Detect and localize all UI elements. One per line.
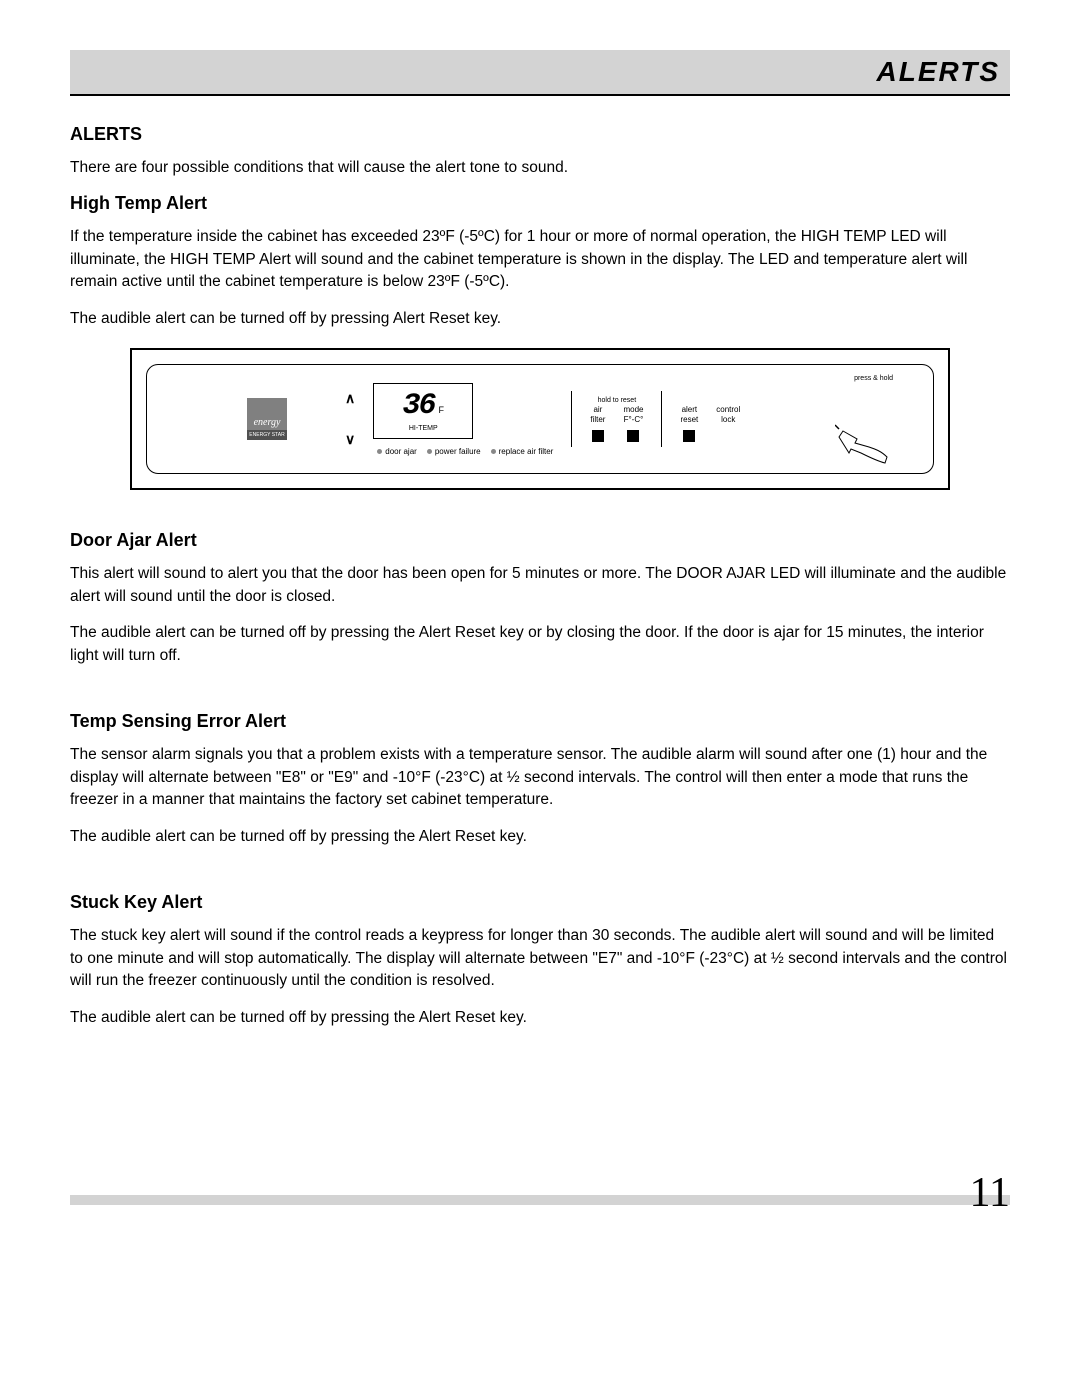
power-failure-indicator: power failure — [427, 447, 481, 456]
hold-to-reset-label: hold to reset — [598, 397, 637, 404]
energy-star-script: energy — [254, 417, 281, 428]
display-label: HI-TEMP — [409, 425, 438, 432]
high-temp-p2: The audible alert can be turned off by p… — [70, 308, 1010, 330]
footer-bar — [70, 1195, 1010, 1205]
air-filter-button[interactable]: air filter — [590, 406, 605, 443]
right-button-group: x alert reset press & hold control lock — [680, 397, 740, 443]
header-title: ALERTS — [877, 56, 1001, 88]
hand-icon — [835, 417, 895, 467]
control-panel-diagram: energy ENERGY STAR ∧ ∨ 36 F HI-TEMP door… — [130, 348, 950, 490]
arrow-down-icon[interactable]: ∨ — [345, 431, 355, 448]
energy-star-footer: ENERGY STAR — [247, 430, 287, 440]
display-column: 36 F HI-TEMP door ajar power failure rep… — [373, 383, 553, 456]
stuck-key-p1: The stuck key alert will sound if the co… — [70, 925, 1010, 992]
display-unit: F — [439, 405, 445, 415]
square-button-icon — [627, 430, 639, 442]
mode-button[interactable]: mode F°-C° — [623, 406, 643, 443]
door-ajar-indicator: door ajar — [377, 447, 417, 456]
square-button-icon — [683, 430, 695, 442]
separator — [571, 391, 572, 447]
page-number: 11 — [970, 1169, 1010, 1217]
arrow-up-icon[interactable]: ∧ — [345, 390, 355, 407]
intro-heading: ALERTS — [70, 124, 1010, 145]
intro-text: There are four possible conditions that … — [70, 157, 1010, 179]
temp-sense-p2: The audible alert can be turned off by p… — [70, 826, 1010, 848]
display-value: 36 — [402, 389, 434, 423]
square-button-icon — [592, 430, 604, 442]
alert-reset-button[interactable]: alert reset — [680, 406, 698, 443]
header-bar: ALERTS — [70, 50, 1010, 96]
temp-sense-p1: The sensor alarm signals you that a prob… — [70, 744, 1010, 811]
page-container: ALERTS ALERTS There are four possible co… — [0, 0, 1080, 1083]
stuck-key-p2: The audible alert can be turned off by p… — [70, 1007, 1010, 1029]
left-button-group: hold to reset air filter mode F°-C° — [590, 397, 643, 443]
stuck-key-heading: Stuck Key Alert — [70, 892, 1010, 913]
temperature-display: 36 F HI-TEMP — [373, 383, 473, 439]
door-ajar-p1: This alert will sound to alert you that … — [70, 563, 1010, 608]
energy-star-badge: energy ENERGY STAR — [247, 398, 287, 440]
door-ajar-heading: Door Ajar Alert — [70, 530, 1010, 551]
temp-arrows: ∧ ∨ — [345, 390, 355, 448]
indicator-row: door ajar power failure replace air filt… — [377, 447, 553, 456]
control-lock-button[interactable]: press & hold control lock — [716, 406, 740, 443]
temp-sense-heading: Temp Sensing Error Alert — [70, 711, 1010, 732]
separator — [661, 391, 662, 447]
control-panel-inner: energy ENERGY STAR ∧ ∨ 36 F HI-TEMP door… — [146, 364, 934, 474]
press-hold-label: press & hold — [854, 375, 893, 382]
high-temp-p1: If the temperature inside the cabinet ha… — [70, 226, 1010, 293]
door-ajar-p2: The audible alert can be turned off by p… — [70, 622, 1010, 667]
replace-filter-indicator: replace air filter — [491, 447, 554, 456]
high-temp-heading: High Temp Alert — [70, 193, 1010, 214]
